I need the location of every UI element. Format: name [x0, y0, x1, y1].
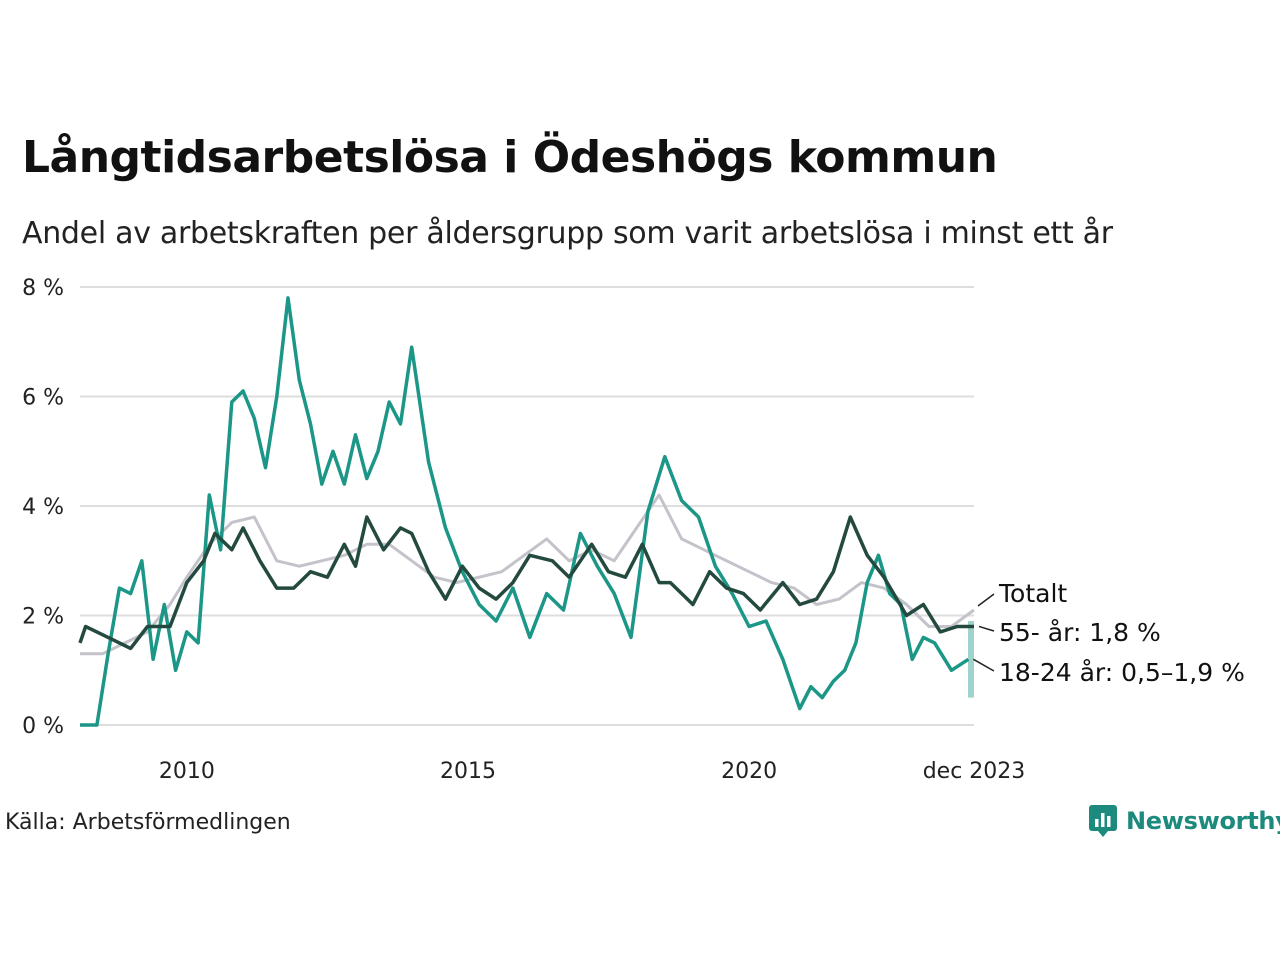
x-axis-ticks: 2010 2015 2020 dec 2023 [159, 759, 1025, 784]
x-tick-label: 2010 [159, 759, 215, 784]
series-labels: Totalt 55- år: 1,8 % 18-24 år: 0,5–1,9 % [973, 579, 1245, 687]
x-tick-label: dec 2023 [923, 759, 1026, 784]
series-lines [78, 296, 975, 727]
label-totalt: Totalt [998, 579, 1067, 608]
y-tick-label: 2 % [22, 605, 64, 630]
series-line-totalt [80, 493, 975, 656]
y-axis-ticks: 0 % 2 % 4 % 6 % 8 % [22, 276, 64, 739]
chart-subtitle: Andel av arbetskraften per åldersgrupp s… [22, 216, 1113, 251]
leader-line [978, 625, 995, 632]
end-range-band [968, 620, 974, 698]
label-55: 55- år: 1,8 % [999, 618, 1161, 647]
leader-line [977, 593, 995, 607]
newsworthy-logo: Newsworthy [1088, 804, 1280, 838]
y-tick-label: 8 % [22, 276, 64, 301]
leader-line [973, 658, 995, 672]
y-tick-label: 6 % [22, 386, 64, 411]
gridlines [80, 286, 974, 726]
series-line-18-24 [80, 296, 970, 727]
source-note: Källa: Arbetsförmedlingen [5, 810, 291, 835]
x-tick-label: 2020 [721, 759, 777, 784]
series-line-55 [78, 515, 974, 651]
x-tick-label: 2015 [440, 759, 496, 784]
brand-name: Newsworthy [1126, 807, 1280, 835]
y-tick-label: 4 % [22, 495, 64, 520]
y-tick-label: 0 % [22, 714, 64, 739]
range-band-18-24 [968, 620, 974, 698]
logo-chart-icon [1089, 805, 1117, 837]
label-18-24: 18-24 år: 0,5–1,9 % [999, 658, 1245, 687]
chart-title: Långtidsarbetslösa i Ödeshögs kommun [22, 132, 998, 183]
